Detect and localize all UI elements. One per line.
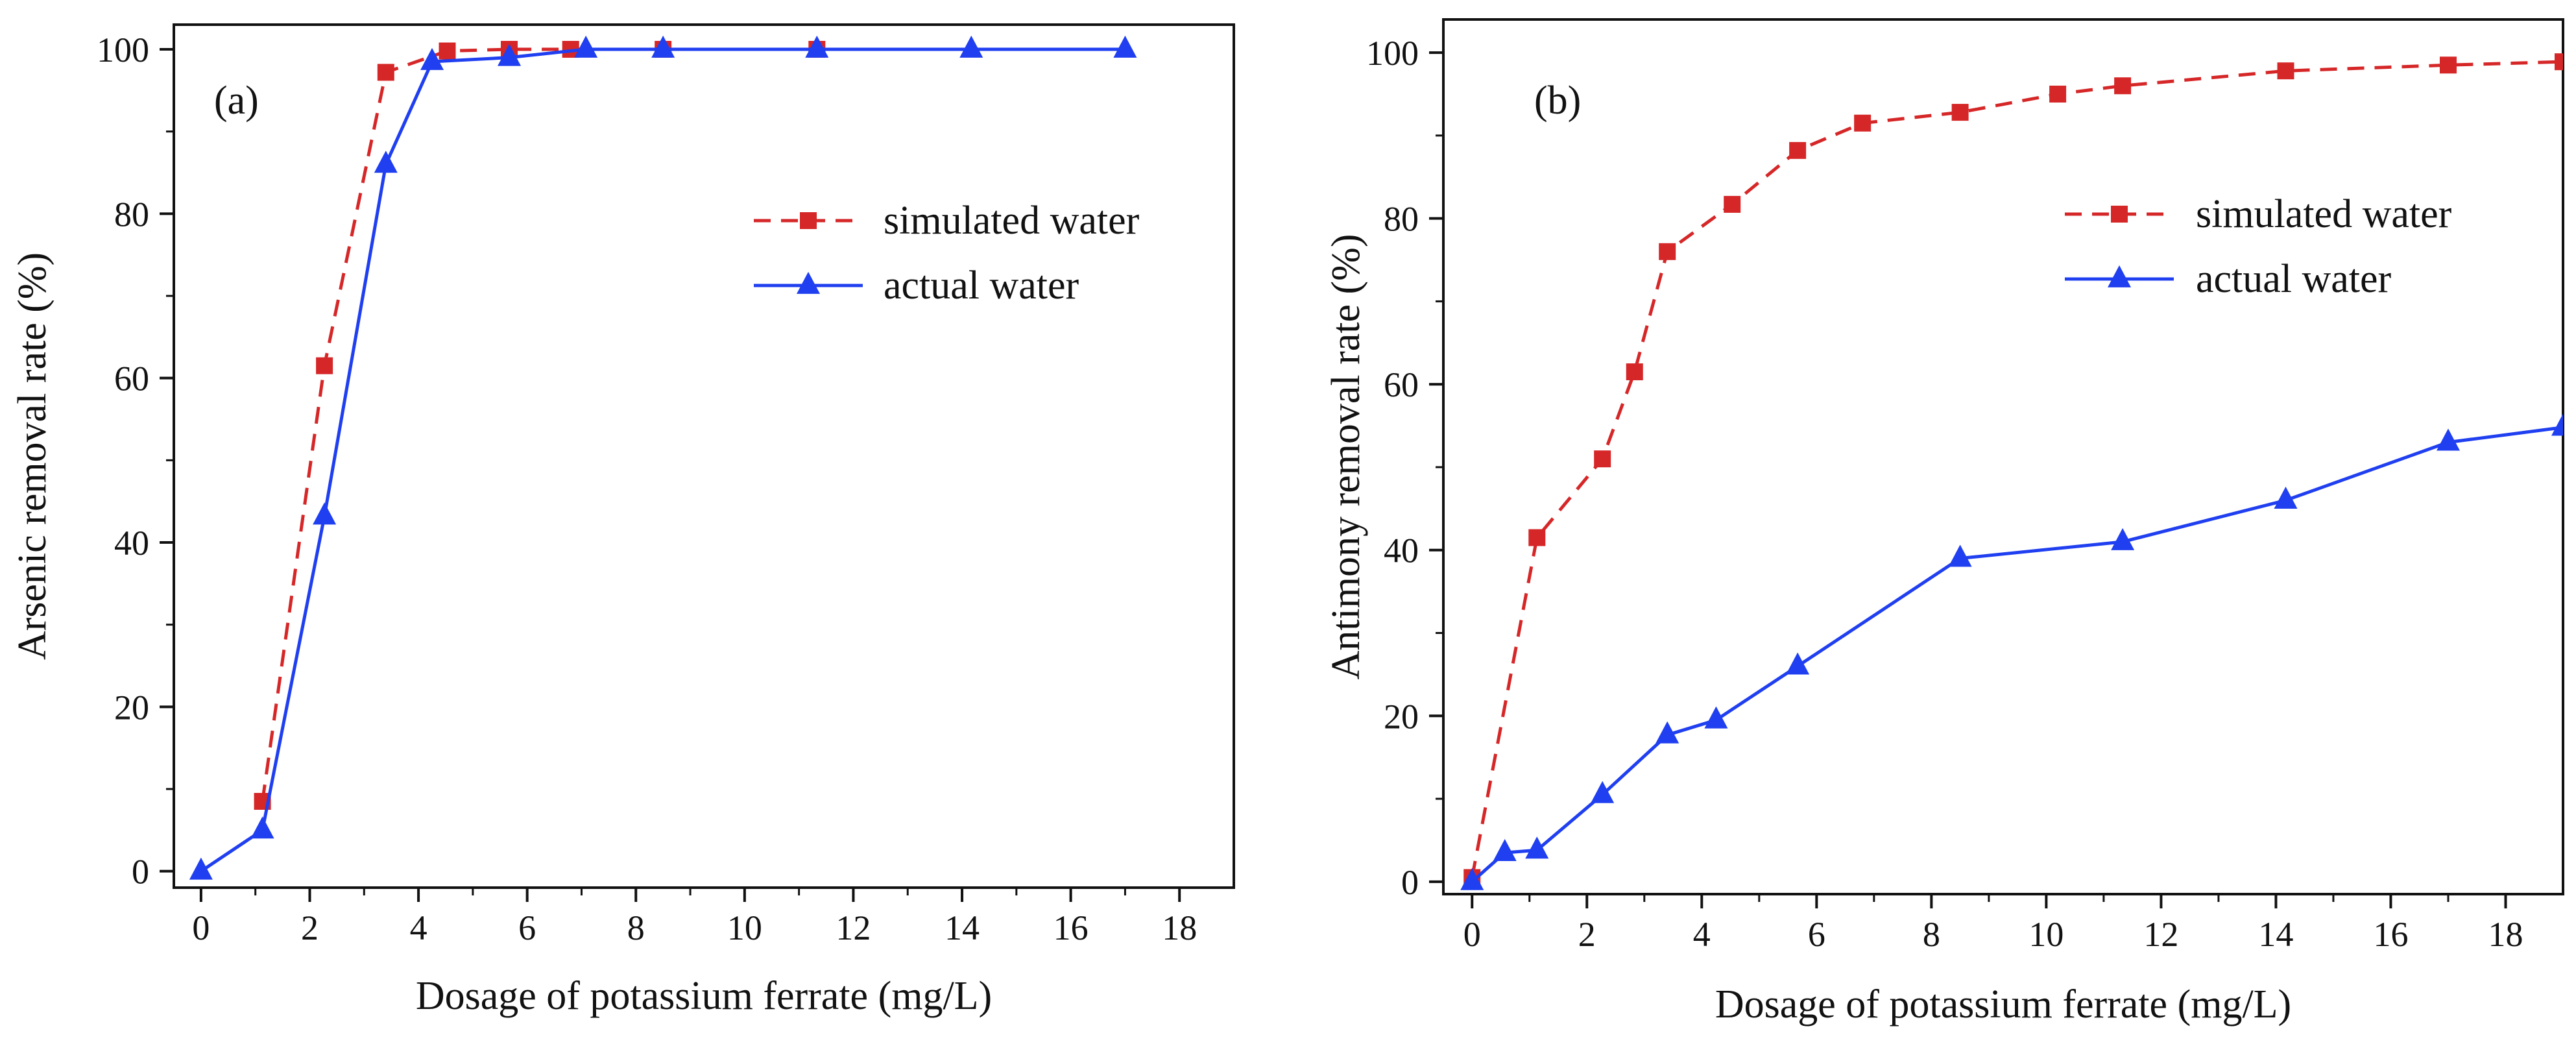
data-point-simulated-water xyxy=(1854,114,1872,132)
x-tick-label: 2 xyxy=(301,908,319,947)
series-line-simulated-water xyxy=(1470,60,2563,878)
legend-entry: actual water xyxy=(884,263,1079,308)
y-tick-label: 100 xyxy=(97,30,149,69)
data-point-simulated-water xyxy=(1528,529,1546,546)
data-point-simulated-water xyxy=(2049,85,2067,103)
data-point-actual-water xyxy=(313,502,337,525)
x-tick-label: 6 xyxy=(518,908,536,947)
data-point-actual-water xyxy=(1704,706,1728,729)
chart-panel-a: 0 2 4 6 8 10 12 14 16 18 0 20 40 60 80 100 Dosage of pot… xyxy=(10,23,1235,1018)
y-axis-label: Antimony removal rate (%) xyxy=(1324,234,1368,680)
data-point-simulated-water xyxy=(1594,450,1611,468)
x-tick-label: 18 xyxy=(2488,915,2523,954)
data-point-simulated-water xyxy=(2555,53,2563,71)
data-point-simulated-water xyxy=(2277,62,2294,80)
data-point-actual-water xyxy=(1493,839,1517,862)
x-tick-label: 14 xyxy=(945,908,980,947)
data-point-simulated-water xyxy=(1659,243,1676,260)
x-tick-label: 10 xyxy=(2028,915,2064,954)
legend-entry: actual water xyxy=(2196,257,2392,301)
y-tick-label: 40 xyxy=(1384,531,1419,570)
series-line-actual-water xyxy=(200,47,1125,873)
series-group xyxy=(189,35,1137,880)
x-tick-label: 4 xyxy=(1693,915,1711,954)
data-point-actual-water xyxy=(1786,652,1810,675)
y-tick-label: 80 xyxy=(114,195,149,234)
data-point-simulated-water xyxy=(439,42,456,60)
data-point-simulated-water xyxy=(2439,56,2457,74)
data-point-actual-water xyxy=(189,857,213,880)
data-point-actual-water xyxy=(1948,544,1972,567)
y-tick-label: 40 xyxy=(114,524,149,563)
data-point-actual-water xyxy=(651,35,675,58)
plot-frame xyxy=(1442,18,2564,895)
data-point-actual-water xyxy=(1591,781,1615,803)
legend-marker xyxy=(2111,206,2128,223)
x-tick-label: 10 xyxy=(727,908,762,947)
y-tick-label: 60 xyxy=(114,359,149,398)
data-point-actual-water xyxy=(2436,428,2460,451)
series-line-actual-water xyxy=(1471,426,2563,883)
data-point-actual-water xyxy=(250,816,274,839)
data-point-actual-water xyxy=(959,35,983,58)
y-tick-label: 80 xyxy=(1384,200,1419,239)
legend: simulated water actual water xyxy=(754,199,1140,308)
data-point-simulated-water xyxy=(377,64,394,81)
data-point-simulated-water xyxy=(316,357,333,374)
y-tick-label: 0 xyxy=(132,853,149,892)
x-tick-label: 12 xyxy=(2143,915,2178,954)
x-tick-label: 18 xyxy=(1162,908,1197,947)
x-tick-label: 8 xyxy=(627,908,645,947)
x-tick-label: 0 xyxy=(1463,915,1481,954)
data-point-actual-water xyxy=(1113,35,1137,58)
data-point-simulated-water xyxy=(1789,141,1807,159)
data-point-simulated-water xyxy=(1724,195,1741,213)
data-point-actual-water xyxy=(1460,868,1484,890)
x-tick-label: 2 xyxy=(1578,915,1596,954)
chart-panel-b: 0 2 4 6 8 10 12 14 16 18 0 20 40 60 80 100 Dosage of pot… xyxy=(1324,18,2564,1027)
panel-label: (a) xyxy=(214,79,259,123)
legend-marker xyxy=(800,212,817,229)
series-group xyxy=(1460,53,2563,890)
x-tick-label: 8 xyxy=(1923,915,1940,954)
y-tick-label: 20 xyxy=(114,688,149,727)
y-tick-label: 60 xyxy=(1384,365,1419,404)
data-point-actual-water xyxy=(374,151,398,173)
x-axis-label: Dosage of potassium ferrate (mg/L) xyxy=(416,974,992,1018)
data-point-simulated-water xyxy=(1951,104,1969,121)
legend-marker xyxy=(2108,265,2131,287)
data-point-actual-water xyxy=(574,35,598,58)
x-tick-label: 0 xyxy=(192,908,210,947)
data-point-actual-water xyxy=(2551,413,2563,436)
data-point-simulated-water xyxy=(1626,363,1643,381)
x-tick-label: 14 xyxy=(2258,915,2293,954)
series-line-simulated-water xyxy=(261,47,817,802)
data-point-actual-water xyxy=(2111,528,2135,550)
y-tick-label: 0 xyxy=(1401,863,1419,902)
plot-frame xyxy=(173,23,1235,889)
y-tick-label: 20 xyxy=(1384,697,1419,736)
x-axis-label: Dosage of potassium ferrate (mg/L) xyxy=(1715,982,2291,1027)
legend: simulated water actual water xyxy=(2065,192,2452,301)
legend-marker xyxy=(797,271,820,294)
x-tick-label: 16 xyxy=(2373,915,2408,954)
x-tick-label: 6 xyxy=(1808,915,1825,954)
data-point-simulated-water xyxy=(2114,77,2132,95)
panel-label: (b) xyxy=(1534,79,1581,123)
x-tick-label: 4 xyxy=(410,908,427,947)
data-point-actual-water xyxy=(1525,836,1549,859)
data-point-actual-water xyxy=(2274,487,2298,509)
y-axis-label: Arsenic removal rate (%) xyxy=(10,252,54,660)
legend-entry: simulated water xyxy=(884,199,1140,243)
x-tick-label: 12 xyxy=(836,908,871,947)
data-point-actual-water xyxy=(498,43,522,66)
data-point-actual-water xyxy=(805,35,829,58)
y-tick-label: 100 xyxy=(1366,34,1419,73)
x-tick-label: 16 xyxy=(1053,908,1089,947)
data-point-actual-water xyxy=(1655,721,1679,744)
legend-entry: simulated water xyxy=(2196,192,2452,236)
data-point-actual-water xyxy=(420,47,444,70)
